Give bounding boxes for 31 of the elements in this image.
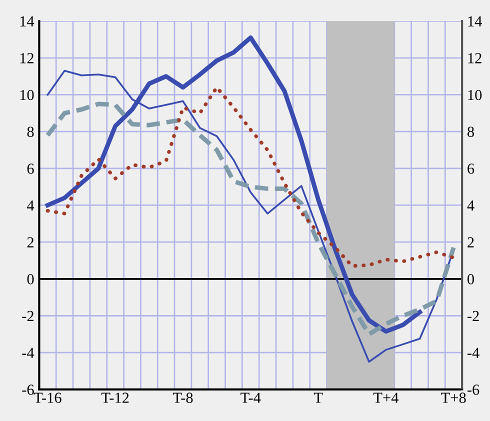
x-tick-label: T+4: [373, 392, 399, 403]
line-series: [45, 102, 456, 336]
y-tick-label: 14: [20, 16, 34, 26]
y2-tick-label: 0: [468, 274, 474, 284]
x-tick-label: T-4: [240, 392, 261, 403]
y2-tick-label: 12: [468, 53, 482, 64]
y2-tick-label: -2: [468, 310, 479, 322]
y-tick-label: 2: [27, 237, 34, 248]
y-tick-label: 4: [27, 200, 34, 211]
y-tick-label: 10: [20, 90, 34, 100]
x-tick-label: T-12: [101, 392, 129, 403]
y-tick-label: 8: [27, 126, 34, 138]
y2-tick-label: 4: [467, 200, 474, 211]
y-tick-label: -2: [22, 310, 34, 322]
x-tick-label: T-16: [34, 392, 62, 403]
y2-tick-label: 14: [468, 16, 482, 26]
y2-tick-label: -4: [468, 348, 480, 358]
x-tick-label: T-8: [172, 392, 193, 403]
y-tick-label: 12: [20, 53, 34, 64]
x-tick-label: T+8: [441, 392, 466, 403]
y-tick-label: 6: [27, 164, 34, 174]
y2-tick-label: 8: [468, 126, 474, 138]
y2-tick-label: 6: [468, 164, 474, 174]
y-tick-label: 0: [27, 274, 34, 284]
y2-tick-label: 10: [468, 90, 482, 100]
y2-tick-label: -6: [468, 384, 480, 395]
y-tick-label: -6: [22, 384, 34, 395]
y-tick-label: -4: [22, 348, 34, 358]
line-series: [46, 86, 456, 268]
y2-tick-label: 2: [468, 237, 474, 248]
x-tick-label: T: [314, 392, 323, 403]
